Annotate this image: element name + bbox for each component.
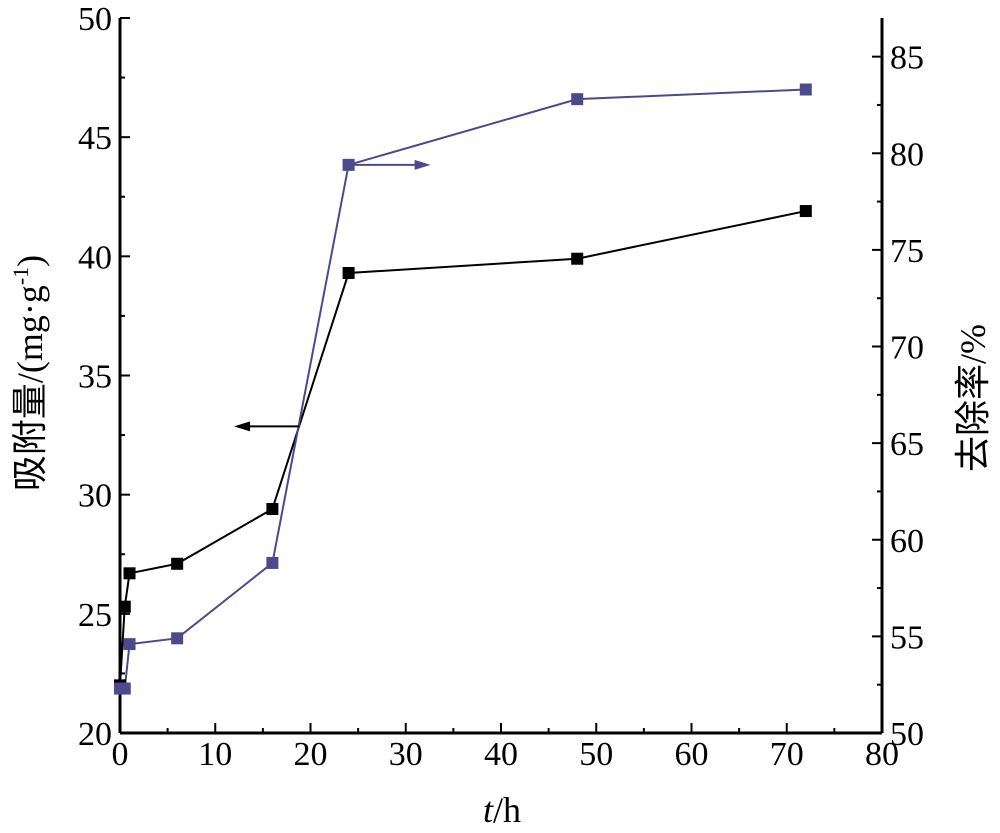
x-tick-label: 20 (294, 736, 328, 773)
series-0-point (799, 205, 812, 218)
y-right-tick-label: 60 (890, 523, 924, 560)
series-layer (119, 88, 807, 690)
y-left-tick-label: 35 (78, 359, 112, 396)
series-1-point (266, 556, 279, 569)
y-left-tick-label: 45 (78, 120, 112, 157)
markers-layer (114, 83, 812, 695)
y-axis-left-title: 吸附量/(mg·g-1) (8, 255, 50, 491)
x-axis-title: t/h (483, 790, 521, 830)
y-axis-left-title-sup: -1 (8, 267, 33, 285)
y-axis-left-title-main: 吸附量/(mg·g (10, 285, 50, 491)
x-axis-title-rest: /h (493, 790, 521, 830)
x-tick-label: 60 (675, 736, 709, 773)
x-tick-label: 70 (770, 736, 804, 773)
series-1-point (571, 93, 584, 106)
series-0-point (118, 600, 131, 613)
series-0-point (123, 567, 136, 580)
x-axis-title-italic: t (483, 790, 494, 830)
series-0-point (342, 267, 355, 280)
series-1-point (799, 83, 812, 96)
y-axis-left-title-tail: ) (10, 255, 50, 267)
series-0-line (119, 210, 807, 686)
x-tick-label: 50 (579, 736, 613, 773)
y-left-tick-label: 25 (78, 597, 112, 634)
x-tick-label: 10 (198, 736, 232, 773)
x-tick-label: 40 (484, 736, 518, 773)
arrow-left-head (234, 421, 251, 432)
ticks: 0 10 20 30 40 50 60 70 80 20 25 30 35 40 45 50 50 55 60 65 7… (78, 1, 924, 773)
y-left-tick-label: 40 (78, 239, 112, 276)
x-tick-label: 80 (865, 736, 899, 773)
y-right-tick-label: 50 (890, 716, 924, 753)
series-0-point (266, 502, 279, 515)
series-1-point (171, 632, 184, 645)
series-1-point (118, 682, 131, 695)
y-right-tick-label: 75 (890, 233, 924, 270)
y-left-tick-label: 50 (78, 1, 112, 38)
axes (118, 18, 884, 735)
arrow-right-head (414, 159, 431, 170)
series-1-point (123, 638, 136, 651)
x-tick-label: 0 (112, 736, 129, 773)
y-right-tick-label: 85 (890, 40, 924, 77)
series-0-point (571, 252, 584, 265)
y-right-tick-label: 65 (890, 426, 924, 463)
series-0-point (171, 557, 184, 570)
y-right-tick-label: 55 (890, 619, 924, 656)
y-left-tick-label: 20 (78, 716, 112, 753)
y-left-tick-label: 30 (78, 478, 112, 515)
series-1-line (120, 88, 806, 690)
annotations-layer (234, 159, 431, 432)
y-axis-right-title: 去除率/% (953, 324, 993, 472)
y-right-tick-label: 70 (890, 330, 924, 367)
x-tick-label: 30 (389, 736, 423, 773)
y-right-tick-label: 80 (890, 136, 924, 173)
